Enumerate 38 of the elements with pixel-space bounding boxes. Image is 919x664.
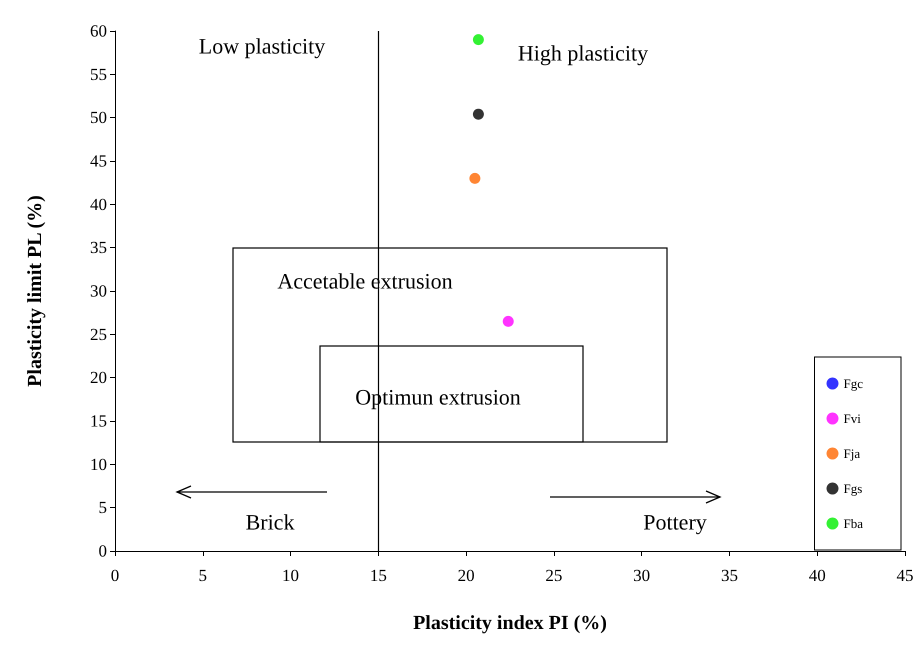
point (502, 316, 514, 327)
annotation: Pottery (643, 510, 707, 534)
y-tick-label: 0 (98, 542, 107, 560)
legend-label: Fvi (844, 411, 862, 426)
x-tick-label: 20 (458, 566, 475, 585)
x-tick-label: 0 (110, 566, 120, 585)
y-tick-label: 40 (90, 194, 107, 214)
annotation: Brick (246, 510, 294, 534)
y-tick-label: 10 (90, 454, 107, 474)
x-tick-label: 30 (633, 566, 650, 585)
y-tick-label: 30 (90, 282, 107, 300)
y-tick-label: 35 (90, 238, 107, 258)
legend-label: Fgc (844, 376, 864, 391)
x-tick-label: 10 (282, 566, 300, 585)
point (472, 34, 484, 46)
x-tick-label: 35 (720, 566, 738, 585)
y-tick-label: 20 (90, 368, 107, 388)
y-tick-label: 55 (90, 64, 107, 84)
y-tick-label: 60 (90, 22, 107, 40)
legend-label: Fja (844, 446, 860, 461)
x-tick-label: 25 (545, 566, 562, 585)
point (469, 172, 480, 184)
legend-label: Fgs (844, 481, 862, 496)
annotation: High plasticity (518, 40, 648, 66)
x-tick-label: 15 (370, 566, 387, 585)
y-axis-title: Plasticity limit PL (%) (24, 195, 46, 387)
x-tick-label: 40 (808, 566, 826, 585)
y-tick-label: 50 (90, 108, 107, 128)
point (472, 108, 484, 120)
x-tick-label: 5 (198, 566, 208, 585)
x-tick-label: 45 (896, 566, 914, 585)
y-tick-label: 25 (90, 324, 107, 344)
legend-label: Fba (844, 516, 864, 531)
annotation: Low plasticity (198, 34, 326, 58)
x-axis-title: Plasticity index PI (%) (413, 612, 607, 634)
y-tick-label: 45 (90, 152, 107, 170)
y-tick-label: 5 (98, 498, 107, 518)
y-tick-label: 15 (90, 412, 107, 430)
